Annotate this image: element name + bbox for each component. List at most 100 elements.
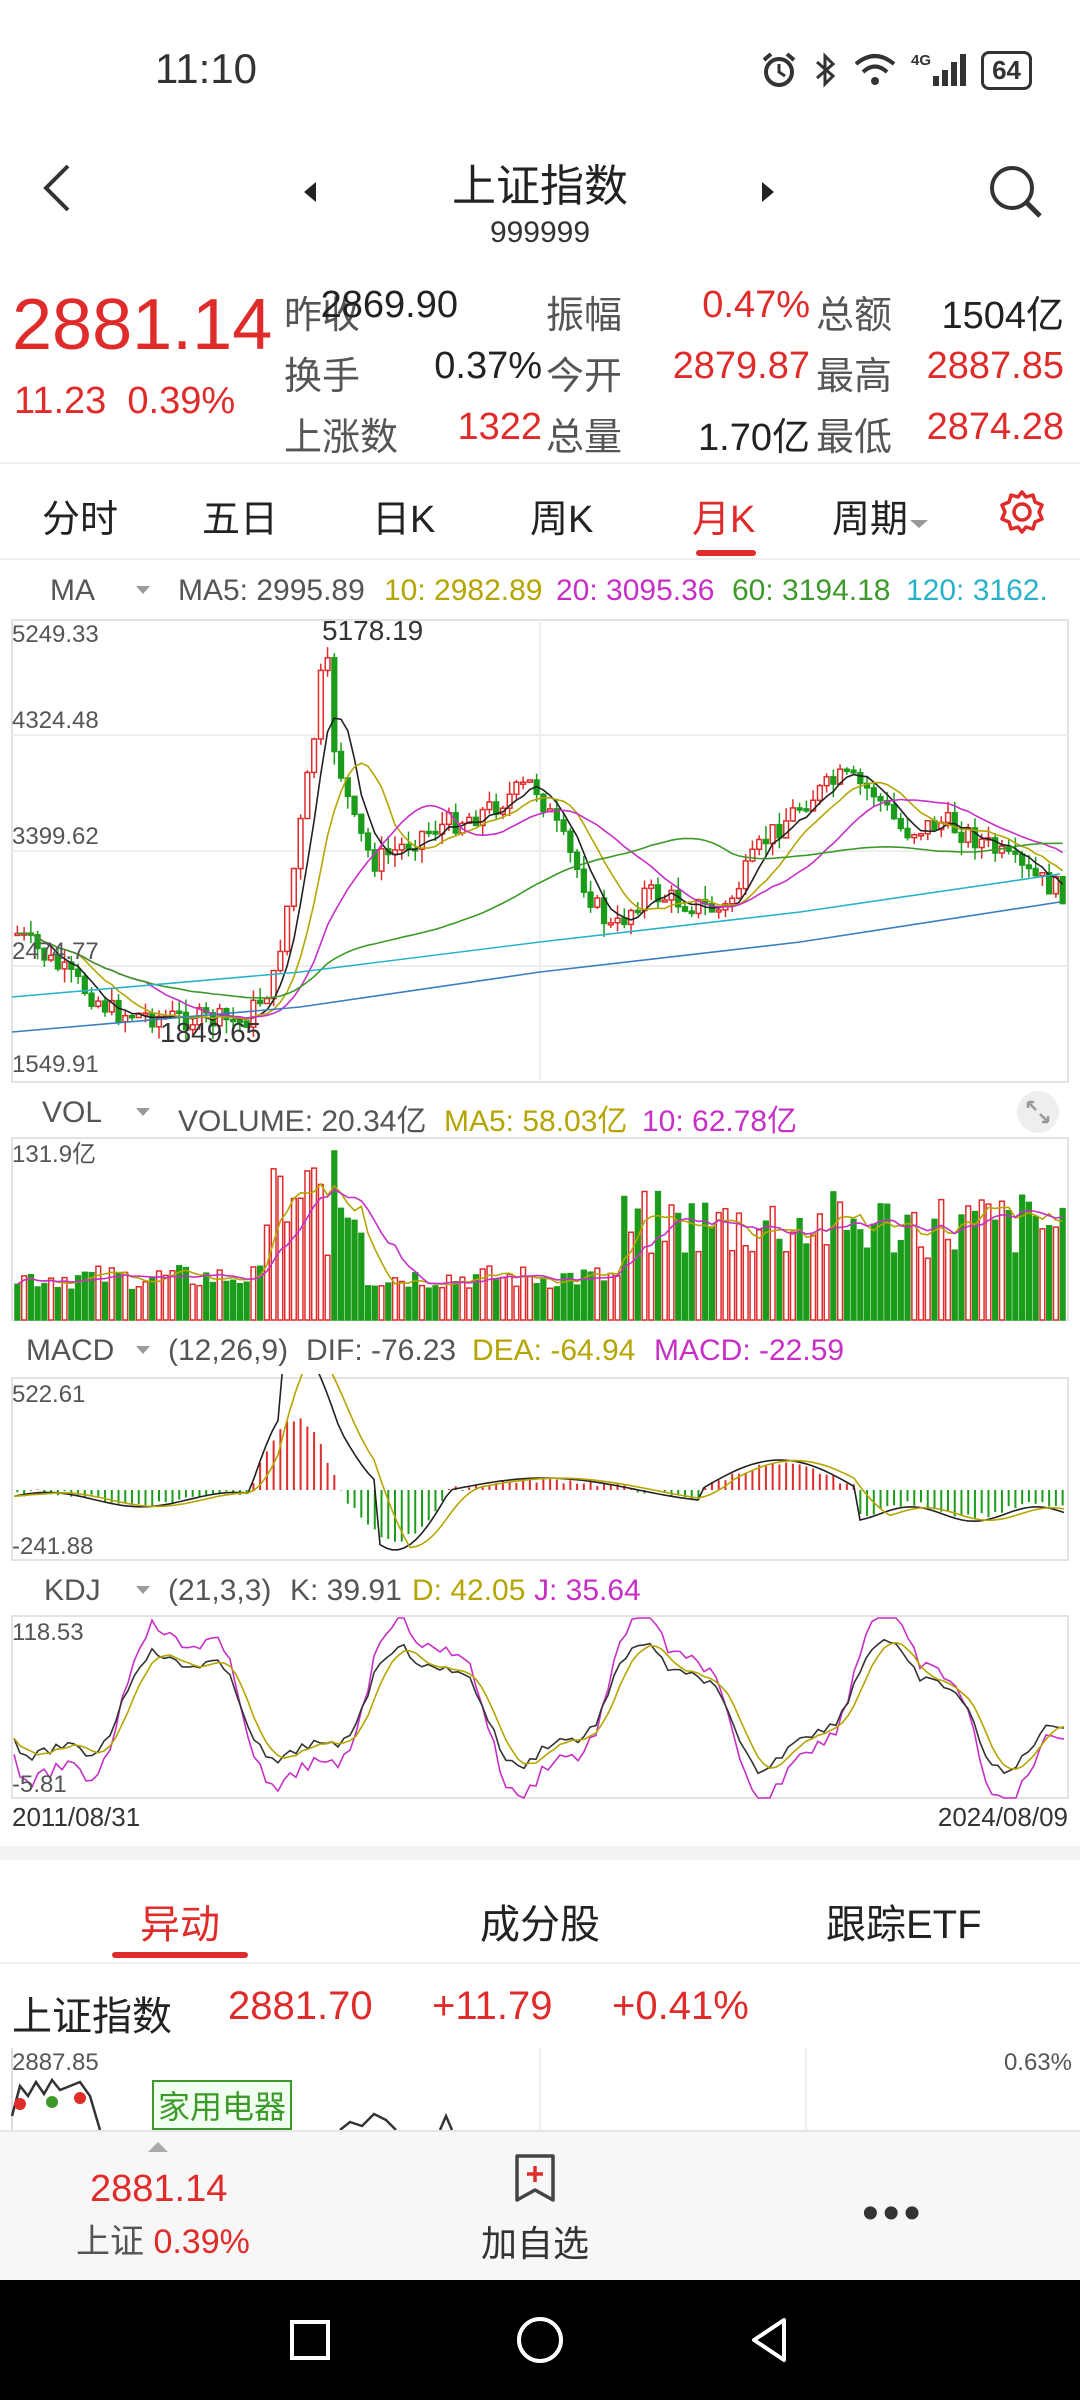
tab-daily-k[interactable]: 日K [372, 499, 436, 541]
candle [41, 947, 48, 961]
expand-icon[interactable] [1016, 1090, 1060, 1134]
ma10-line [17, 762, 1064, 1021]
candle [904, 827, 911, 839]
stat-label: 最高 [816, 356, 893, 398]
volume-bar [412, 1272, 419, 1321]
candle [506, 793, 513, 809]
vol-ma10-value: 10: 62.78亿 [642, 1105, 798, 1138]
bottom-index-summary[interactable]: 上证 0.39% [76, 2214, 250, 2263]
stat-value: 0.47% [702, 284, 810, 326]
recents-icon[interactable] [280, 2310, 340, 2370]
volume-bar [176, 1265, 183, 1321]
volume-bar [135, 1286, 142, 1321]
macd-legend[interactable]: MACD (12,26,9) DIF: -76.23 DEA: -64.94 M… [0, 1328, 1080, 1372]
volume-bar [992, 1219, 999, 1321]
back-icon[interactable] [30, 158, 90, 218]
vol-legend[interactable]: VOL VOLUME: 20.34亿 MA5: 58.03亿 10: 62.78… [0, 1090, 1080, 1138]
tab-tracking-etf[interactable]: 跟踪ETF [826, 1903, 982, 1947]
candle [634, 909, 641, 914]
price-change: 11.23 0.39% [14, 380, 235, 423]
candle [128, 1014, 136, 1019]
volume-bar [654, 1190, 662, 1321]
candle [34, 934, 41, 950]
settings-gear-icon[interactable] [998, 488, 1046, 536]
kdj-chart[interactable]: 118.53 -5.81 2011/08/31 2024/08/09 [0, 1614, 1080, 1834]
stat-label: 换手 [284, 356, 361, 398]
kdj-legend[interactable]: KDJ (21,3,3) K: 39.91 D: 42.05 J: 35.64 [0, 1568, 1080, 1612]
volume-bar [668, 1204, 675, 1321]
next-stock-arrow-icon[interactable] [758, 180, 778, 204]
candle [108, 999, 115, 1013]
tab-abnormal-moves[interactable]: 异动 [140, 1903, 220, 1947]
ma-indicator-name: MA [50, 574, 95, 607]
indicator-dropdown-icon [136, 586, 150, 594]
candle [614, 917, 621, 924]
volume-bar [351, 1219, 358, 1321]
volume-bar [533, 1283, 540, 1321]
volume-bar [81, 1271, 88, 1321]
add-to-watchlist-button[interactable]: 加自选 [450, 2152, 620, 2267]
volume-bar [978, 1199, 985, 1321]
back-nav-icon[interactable] [740, 2310, 800, 2370]
ma120-value: 120: 3162. [906, 574, 1048, 607]
tab-monthly-k[interactable]: 月K [692, 499, 756, 541]
tab-intraday[interactable]: 分时 [42, 499, 119, 541]
y-tick-label: 1549.91 [12, 1051, 99, 1078]
candle [958, 831, 965, 843]
y-tick-label: 5249.33 [12, 621, 99, 648]
title-block: 上证指数 999999 [0, 150, 1080, 250]
volume-bar [310, 1167, 318, 1321]
tab-constituents[interactable]: 成分股 [480, 1903, 600, 1947]
volume-bar [520, 1266, 527, 1321]
volume-bar [695, 1250, 702, 1321]
candle [729, 897, 736, 905]
candle [257, 999, 264, 1005]
prev-stock-arrow-icon[interactable] [300, 180, 320, 204]
vol-indicator-name: VOL [42, 1096, 103, 1129]
candle [263, 997, 271, 1005]
volume-bar [364, 1285, 372, 1321]
candle [1046, 871, 1053, 895]
candle [526, 779, 534, 783]
ma-legend[interactable]: MA MA5: 2995.89 10: 2982.89 20: 3095.36 … [0, 568, 1080, 612]
volume-bar [34, 1286, 41, 1321]
volume-bar [850, 1218, 857, 1321]
volume-bar [283, 1221, 291, 1321]
ma250-line [11, 901, 1061, 1033]
candle [668, 889, 675, 901]
quote-panel: 2881.14 11.23 0.39% 昨收 2869.90 振幅 0.47% … [0, 268, 1080, 459]
ma-lines-group [11, 717, 1064, 1033]
volume-chart[interactable]: 131.9亿 [0, 1136, 1080, 1322]
expand-up-icon[interactable] [146, 2140, 170, 2154]
candlestick-chart[interactable]: 5249.33 4324.48 3399.62 2474.77 1549.91 … [0, 612, 1080, 1084]
volume-bar [809, 1234, 817, 1321]
search-icon[interactable] [984, 160, 1048, 224]
volume-bar [317, 1183, 324, 1321]
volume-bar [688, 1203, 695, 1321]
tab-five-day[interactable]: 五日 [202, 499, 279, 541]
ma5-value: MA5: 2995.89 [178, 574, 365, 607]
change-value: 11.23 [14, 380, 107, 422]
volume-bar [425, 1287, 432, 1321]
mini-quote-row[interactable]: 上证指数 2881.70 +11.79 +0.41% [0, 1962, 1080, 2050]
volume-ma-lines-group [16, 1182, 1063, 1286]
volume-bar [735, 1212, 743, 1321]
volume-bar [1039, 1228, 1046, 1321]
tab-period[interactable]: 周期 [832, 488, 930, 543]
macd-chart[interactable]: 522.61 -241.88 [0, 1374, 1080, 1562]
active-tab-indicator [696, 550, 756, 556]
candle [648, 884, 655, 890]
candle [155, 1015, 163, 1028]
more-options-icon[interactable]: ••• [862, 2187, 925, 2240]
cellular-signal-icon: 4G [911, 52, 967, 86]
candle [54, 954, 61, 970]
mini-quote-change: +11.79 [432, 1984, 553, 2028]
candle [466, 816, 473, 824]
volume-bar [803, 1243, 810, 1321]
volume-bar [479, 1268, 486, 1321]
tab-weekly-k[interactable]: 周K [530, 499, 594, 541]
sector-tag[interactable]: 家用电器 [152, 2080, 293, 2130]
home-icon[interactable] [510, 2310, 570, 2370]
mini-chart-high: 2887.85 [12, 2049, 99, 2076]
volume-bar [560, 1273, 567, 1321]
